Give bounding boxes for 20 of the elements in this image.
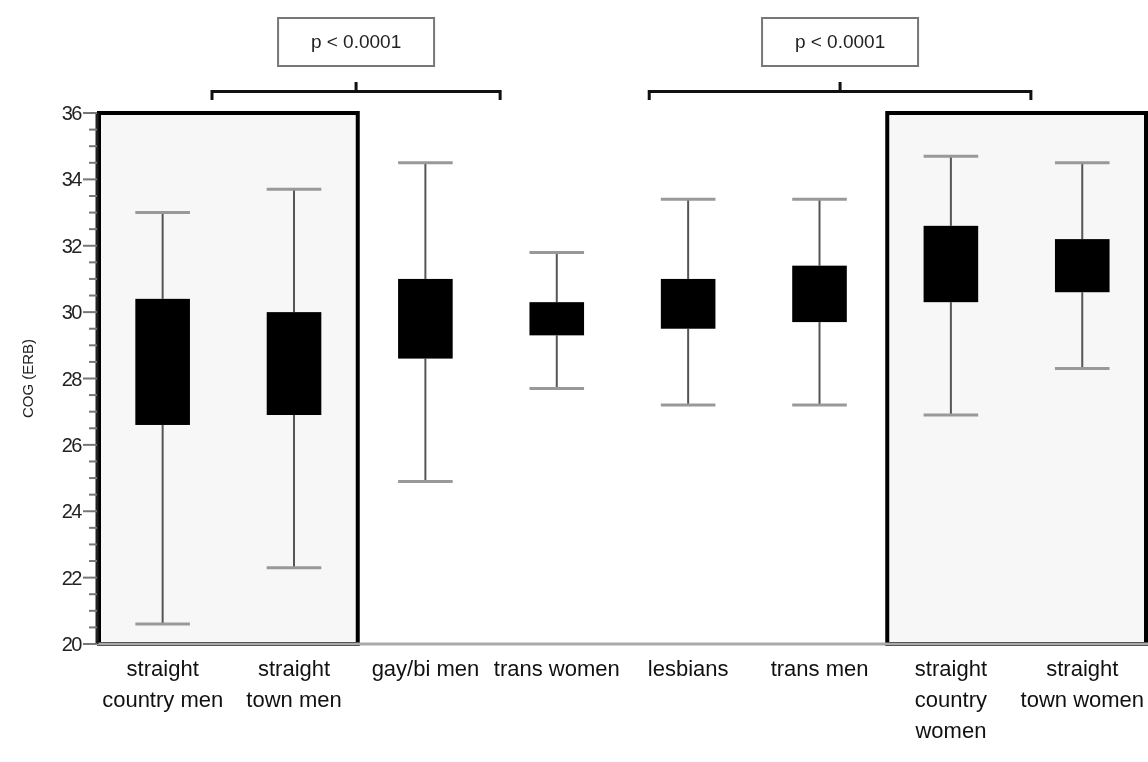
x-tick-label: gay/bi men <box>371 655 480 681</box>
x-tick-label: straight country women <box>914 655 988 743</box>
x-tick-label: straight town women <box>1020 655 1145 712</box>
y-tick-label: 30 <box>61 301 83 324</box>
y-tick-label: 32 <box>61 234 83 257</box>
y-tick-label: 34 <box>61 168 83 191</box>
x-tick-label: trans men <box>770 655 869 681</box>
text: p < 0.0001 <box>794 31 886 52</box>
text: p < 0.0001 <box>310 31 402 52</box>
y-tick-label: 24 <box>61 500 83 523</box>
y-tick-label: 26 <box>61 433 83 456</box>
x-tick-label: straight town men <box>246 655 342 712</box>
y-tick-label: 36 <box>61 102 83 124</box>
x-tick-label: straight country men <box>102 655 224 712</box>
x-tick-label: lesbians <box>647 655 729 681</box>
y-tick-label: 20 <box>61 633 83 655</box>
y-tick-label: 28 <box>61 367 83 390</box>
y-axis-title: COG (ERB) <box>19 338 37 419</box>
x-tick-label: trans women <box>493 655 620 681</box>
y-tick-label: 22 <box>61 566 83 589</box>
